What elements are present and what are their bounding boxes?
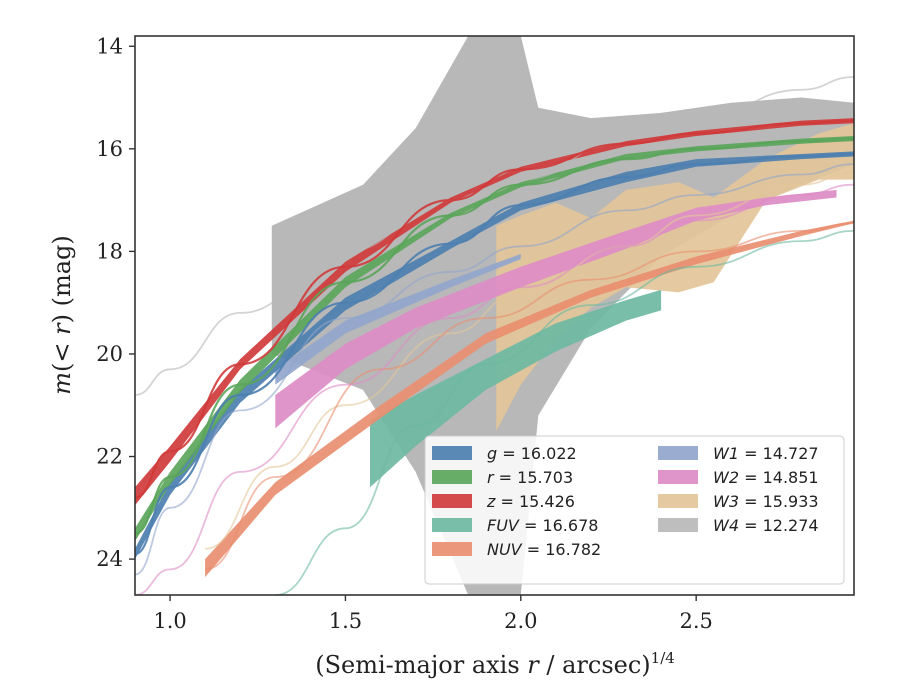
legend-swatch-nuv (432, 542, 472, 556)
curve-w2 (134, 183, 855, 596)
legend: g = 16.022 r = 15.703 z = 15.426 FUV = 16.6… (424, 435, 845, 585)
y-tick-label: 16 (96, 137, 123, 161)
legend-label-g: g = 16.022 (487, 444, 577, 463)
band-fuv (370, 289, 662, 488)
x-tick-label: 1.5 (329, 609, 362, 633)
legend-label-z: z = 15.426 (486, 492, 575, 511)
legend-label-r: r = 15.703 (487, 468, 573, 487)
legend-swatch-w1 (658, 446, 698, 460)
curve-w3 (205, 171, 855, 550)
legend-label-w3: W3 = 15.933 (713, 492, 819, 511)
legend-label-w1: W1 = 14.727 (713, 444, 819, 463)
curve-z (134, 119, 855, 499)
plot-frame (134, 35, 855, 596)
x-axis-label: (Semi-major axis r / arcsec)1/4 (315, 649, 675, 679)
curve-w1 (134, 163, 855, 576)
y-tick-label: 14 (96, 34, 123, 58)
curves-layer (134, 76, 855, 596)
legend-swatch-g (432, 446, 472, 460)
legend-swatch-w2 (658, 470, 698, 484)
legend-swatch-z (432, 494, 472, 508)
curve-g (134, 152, 855, 556)
y-tick-label: 24 (96, 547, 123, 571)
legend-box (424, 435, 845, 585)
y-tick-label: 18 (96, 239, 123, 263)
legend-swatch-fuv (432, 518, 472, 532)
legend-label-w2: W2 = 14.851 (713, 468, 819, 487)
y-tick-label: 20 (96, 342, 123, 366)
y-axis-label: m(< r) (mag) (48, 235, 76, 395)
legend-swatch-r (432, 470, 472, 484)
ticks-layer: 1.0 1.5 2.0 2.5 14 16 18 20 22 24 (96, 34, 713, 633)
x-tick-label: 2.0 (504, 609, 537, 633)
curve-w4 (134, 76, 855, 396)
legend-label-fuv: FUV = 16.678 (487, 516, 598, 535)
legend-swatch-w4 (658, 518, 698, 532)
legend-label-w4: W4 = 12.274 (713, 516, 819, 535)
curve-nuv (205, 222, 855, 571)
band-w1 (275, 254, 521, 385)
legend-label-nuv: NUV = 16.782 (487, 540, 601, 559)
curve-r (134, 137, 855, 535)
y-tick-label: 22 (96, 445, 123, 469)
curve-fuv (275, 230, 855, 596)
legend-swatch-w3 (658, 494, 698, 508)
x-tick-label: 1.0 (153, 609, 186, 633)
x-tick-label: 2.5 (679, 609, 712, 633)
